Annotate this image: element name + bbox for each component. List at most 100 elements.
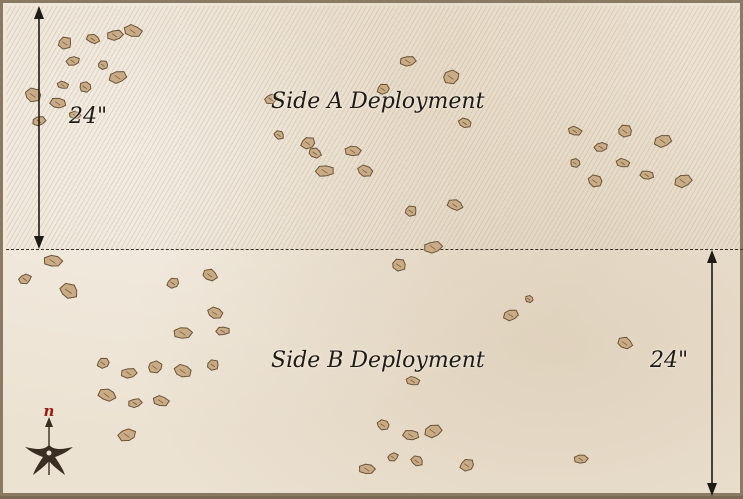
rock-terrain-icon bbox=[207, 306, 224, 319]
rock-crack-detail bbox=[321, 169, 328, 174]
side-b-deployment-label: Side B Deployment bbox=[271, 348, 485, 373]
rock-crack-detail bbox=[210, 363, 216, 368]
rock-terrain-icon bbox=[405, 375, 421, 386]
rock-crack-detail bbox=[170, 281, 176, 286]
side-a-depth-arrow bbox=[34, 6, 44, 249]
rock-terrain-icon bbox=[79, 81, 92, 93]
rock-terrain-icon bbox=[457, 117, 472, 129]
rock-crack-detail bbox=[363, 467, 370, 472]
rock-crack-detail bbox=[60, 83, 65, 87]
rock-terrain-icon bbox=[617, 336, 634, 350]
rock-crack-detail bbox=[129, 29, 136, 34]
rock-crack-detail bbox=[268, 97, 274, 102]
rock-terrain-icon bbox=[615, 157, 631, 168]
rock-crack-detail bbox=[572, 129, 578, 134]
rock-terrain-icon bbox=[376, 419, 390, 431]
rock-crack-detail bbox=[591, 179, 598, 184]
rock-crack-detail bbox=[408, 209, 414, 214]
rock-crack-detail bbox=[82, 85, 88, 90]
rock-terrain-icon bbox=[446, 199, 464, 212]
rock-crack-detail bbox=[220, 329, 226, 334]
rock-crack-detail bbox=[429, 429, 436, 434]
rock-terrain-icon bbox=[674, 174, 693, 189]
rock-terrain-icon bbox=[128, 398, 143, 409]
rock-crack-detail bbox=[349, 149, 356, 154]
rock-crack-detail bbox=[70, 59, 76, 64]
rock-crack-detail bbox=[395, 263, 402, 268]
rock-crack-detail bbox=[463, 463, 470, 468]
rock-terrain-icon bbox=[173, 363, 192, 378]
rock-crack-detail bbox=[621, 129, 628, 134]
rock-crack-detail bbox=[572, 161, 577, 165]
compass-rose-icon bbox=[25, 417, 73, 475]
rock-crack-detail bbox=[22, 277, 28, 282]
rock-crack-detail bbox=[380, 423, 386, 428]
rock-crack-detail bbox=[414, 459, 420, 464]
terrain-rocks-layer bbox=[17, 24, 693, 475]
rock-crack-detail bbox=[72, 113, 77, 117]
rock-crack-detail bbox=[679, 179, 686, 184]
rock-terrain-icon bbox=[573, 454, 589, 464]
rock-crack-detail bbox=[179, 369, 186, 374]
rock-terrain-icon bbox=[424, 424, 443, 439]
rock-crack-detail bbox=[312, 151, 318, 156]
rock-crack-detail bbox=[114, 75, 121, 80]
rock-crack-detail bbox=[304, 141, 311, 146]
rock-crack-detail bbox=[65, 288, 72, 294]
rock-crack-detail bbox=[125, 371, 132, 376]
rock-terrain-icon bbox=[263, 93, 278, 105]
rock-crack-detail bbox=[100, 361, 106, 366]
rock-terrain-icon bbox=[357, 164, 374, 177]
rock-crack-detail bbox=[211, 311, 218, 316]
rock-crack-detail bbox=[410, 379, 416, 384]
rock-crack-detail bbox=[90, 37, 96, 42]
rock-terrain-icon bbox=[424, 240, 444, 254]
rock-terrain-icon bbox=[618, 124, 632, 138]
rock-crack-detail bbox=[276, 133, 281, 137]
rock-crack-detail bbox=[123, 433, 130, 438]
rock-terrain-icon bbox=[173, 327, 194, 339]
rock-terrain-icon bbox=[443, 69, 460, 85]
deployment-divider-line bbox=[6, 249, 743, 250]
rock-crack-detail bbox=[206, 273, 213, 278]
rock-crack-detail bbox=[390, 455, 395, 459]
rock-crack-detail bbox=[598, 145, 604, 150]
rock-crack-detail bbox=[132, 401, 138, 406]
compass-north-label: n bbox=[44, 402, 55, 420]
rock-terrain-icon bbox=[358, 463, 377, 475]
rock-terrain-icon bbox=[399, 56, 417, 67]
rock-crack-detail bbox=[179, 331, 186, 336]
rock-crack-detail bbox=[151, 365, 158, 370]
rock-crack-detail bbox=[620, 161, 626, 166]
rock-terrain-icon bbox=[202, 268, 219, 282]
rock-terrain-icon bbox=[152, 394, 170, 407]
rock-terrain-icon bbox=[308, 147, 323, 159]
rock-crack-detail bbox=[507, 313, 514, 318]
rock-crack-detail bbox=[407, 433, 414, 438]
rock-crack-detail bbox=[49, 259, 56, 264]
rock-terrain-icon bbox=[117, 428, 137, 442]
rock-terrain-icon bbox=[97, 388, 117, 402]
rock-crack-detail bbox=[29, 93, 36, 98]
rock-crack-detail bbox=[462, 121, 468, 126]
rock-crack-detail bbox=[621, 341, 628, 346]
rock-terrain-icon bbox=[17, 273, 32, 285]
rock-terrain-icon bbox=[570, 158, 581, 168]
rock-crack-detail bbox=[429, 245, 436, 250]
rock-terrain-icon bbox=[43, 254, 64, 267]
rock-crack-detail bbox=[157, 399, 164, 404]
rock-terrain-icon bbox=[123, 24, 144, 37]
side-a-depth-label: 24" bbox=[69, 104, 108, 129]
rock-terrain-icon bbox=[24, 87, 42, 103]
rock-terrain-icon bbox=[69, 110, 82, 119]
rock-terrain-icon bbox=[567, 125, 583, 136]
rock-crack-detail bbox=[527, 297, 531, 301]
rock-crack-detail bbox=[103, 393, 110, 398]
rock-crack-detail bbox=[404, 59, 411, 64]
rock-crack-detail bbox=[111, 33, 118, 38]
rock-crack-detail bbox=[100, 63, 105, 67]
rock-crack-detail bbox=[644, 173, 650, 178]
rock-terrain-icon bbox=[587, 174, 603, 188]
measurement-arrows: n bbox=[25, 6, 717, 496]
